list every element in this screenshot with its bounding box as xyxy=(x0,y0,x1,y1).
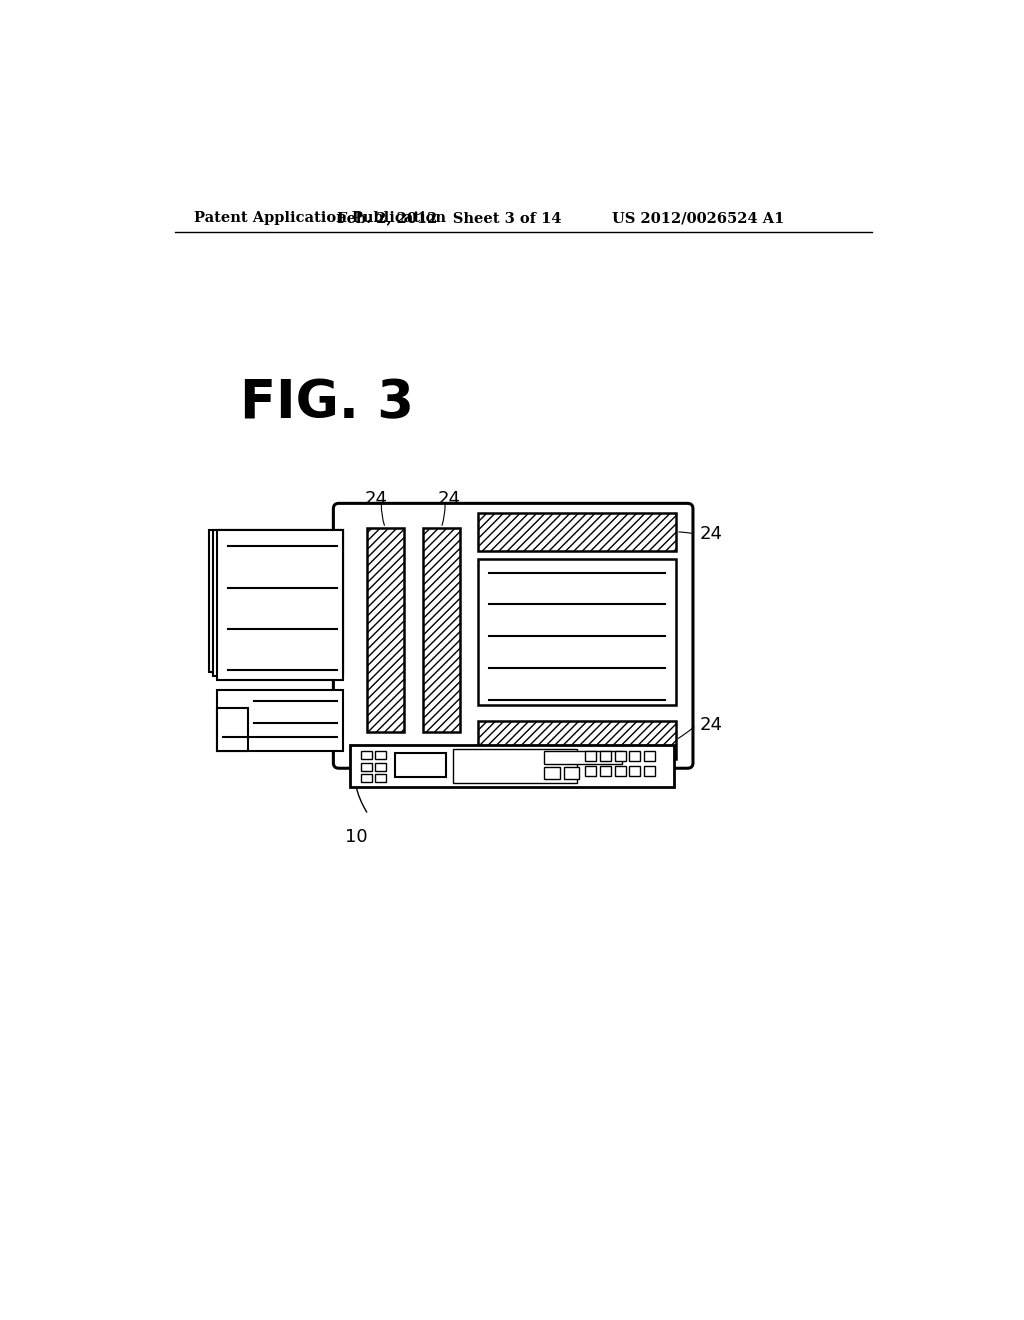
Bar xyxy=(478,558,676,705)
Bar xyxy=(644,751,655,762)
Bar xyxy=(563,767,579,779)
Bar xyxy=(375,751,386,759)
Bar xyxy=(600,766,611,776)
Bar xyxy=(586,751,596,762)
Bar xyxy=(644,766,655,776)
Bar xyxy=(478,512,676,552)
Text: Patent Application Publication: Patent Application Publication xyxy=(194,211,445,226)
Bar xyxy=(395,752,445,777)
Bar xyxy=(478,721,676,759)
Bar xyxy=(375,763,386,771)
Text: 24: 24 xyxy=(700,717,723,734)
Bar xyxy=(361,763,372,771)
Bar xyxy=(350,744,675,788)
Bar xyxy=(630,751,640,762)
Bar xyxy=(209,529,343,672)
Bar xyxy=(544,751,622,763)
Text: US 2012/0026524 A1: US 2012/0026524 A1 xyxy=(612,211,784,226)
Bar xyxy=(361,751,372,759)
Text: FIG. 3: FIG. 3 xyxy=(241,378,415,429)
Text: 24: 24 xyxy=(437,490,461,507)
Text: 24: 24 xyxy=(365,490,387,507)
Bar xyxy=(600,751,611,762)
Bar xyxy=(630,766,640,776)
Bar xyxy=(217,689,343,751)
Bar xyxy=(367,528,403,733)
Bar xyxy=(213,529,343,676)
Bar xyxy=(614,766,626,776)
Bar xyxy=(586,766,596,776)
Bar xyxy=(614,751,626,762)
Text: Feb. 2, 2012   Sheet 3 of 14: Feb. 2, 2012 Sheet 3 of 14 xyxy=(337,211,562,226)
Bar xyxy=(453,748,577,783)
Bar xyxy=(423,528,460,733)
Text: 10: 10 xyxy=(345,829,368,846)
Bar xyxy=(544,767,560,779)
Bar xyxy=(217,529,343,680)
Bar xyxy=(217,708,248,751)
Bar xyxy=(375,775,386,781)
Bar xyxy=(361,775,372,781)
Text: 24: 24 xyxy=(700,525,723,543)
FancyBboxPatch shape xyxy=(334,503,693,768)
